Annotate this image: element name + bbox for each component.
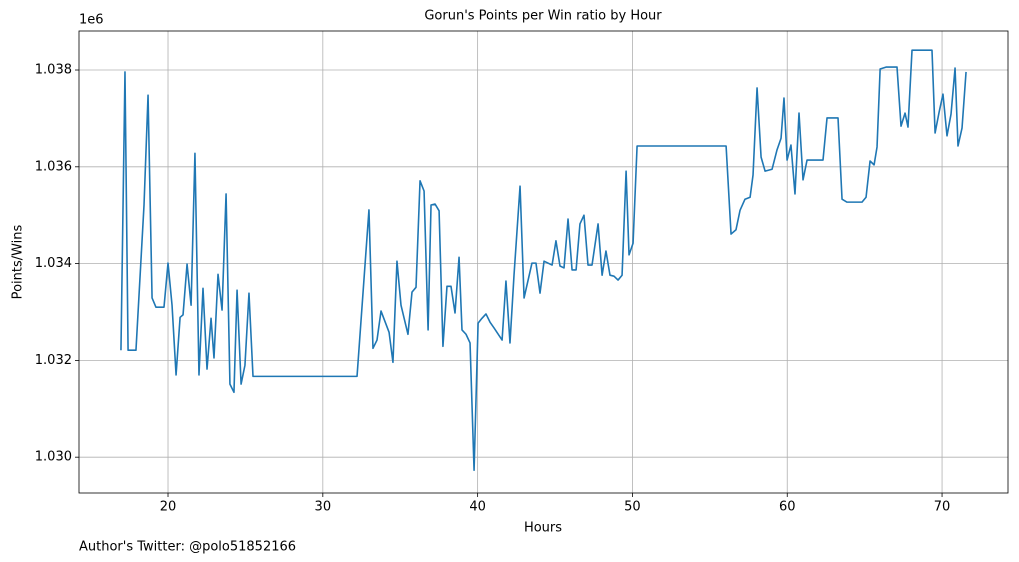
plot-frame (78, 30, 1009, 494)
y-tick-label: 1.032 (35, 353, 72, 368)
footnote: Author's Twitter: @polo51852166 (79, 540, 296, 555)
y-tick-label: 1.036 (35, 159, 72, 174)
y-offset-label: 1e6 (79, 13, 104, 28)
x-tick-label: 60 (779, 500, 796, 515)
chart-title: Gorun's Points per Win ratio by Hour (424, 9, 662, 24)
line-series (120, 49, 967, 472)
x-tick-label: 20 (160, 500, 177, 515)
x-tick-label: 50 (624, 500, 641, 515)
y-axis-label: Points/Wins (11, 224, 26, 299)
x-tick-label: 30 (315, 500, 332, 515)
x-tick-label: 40 (469, 500, 486, 515)
x-tick-label: 70 (934, 500, 951, 515)
y-tick-label: 1.030 (35, 450, 72, 465)
y-tick-label: 1.038 (35, 63, 72, 78)
y-tick-label: 1.034 (35, 256, 72, 271)
x-axis-label: Hours (524, 521, 562, 536)
